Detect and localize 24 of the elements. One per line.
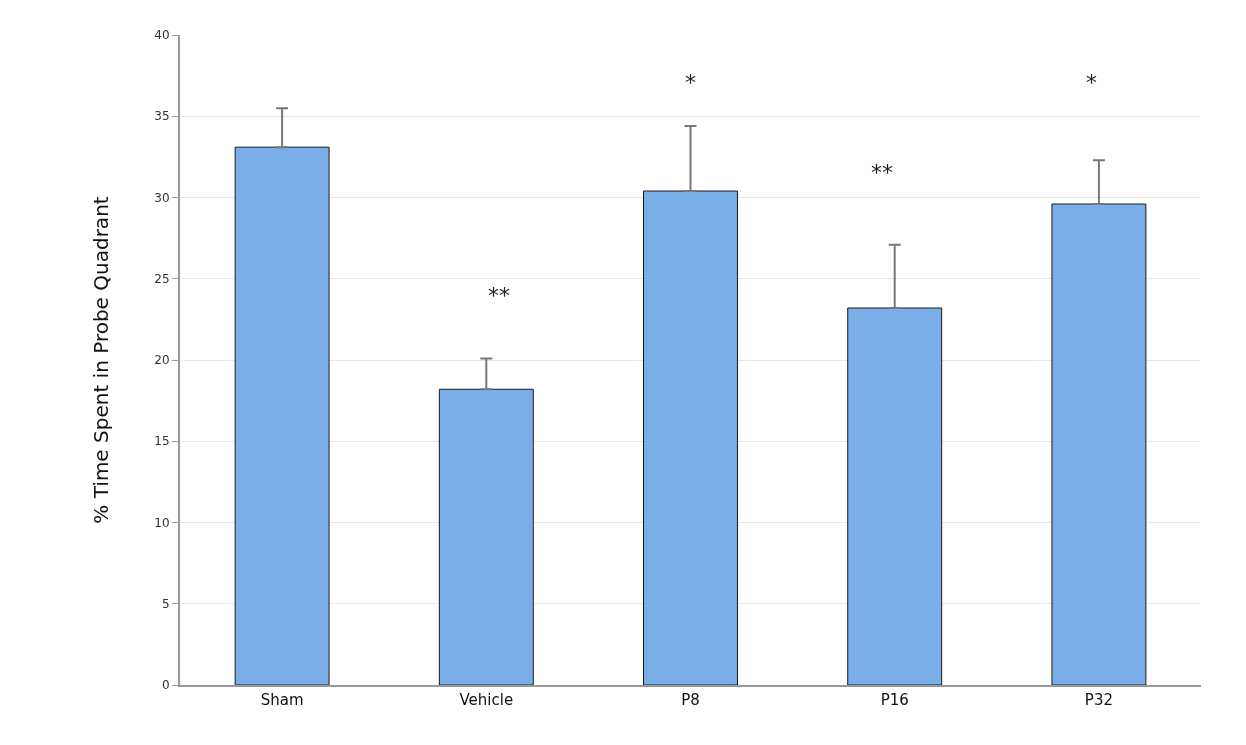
bar (438, 388, 534, 685)
annotation: * (685, 70, 696, 95)
bar (1051, 203, 1147, 685)
x-tick-label: Vehicle (459, 691, 514, 709)
y-tick-label: 25 (154, 271, 170, 286)
x-tick-label: P16 (880, 691, 909, 709)
y-tick-label: 5 (161, 596, 170, 611)
bar (234, 146, 330, 685)
x-tick-label: Sham (260, 691, 304, 709)
y-axis-title: % Time Spent in Probe Quadrant (89, 196, 114, 524)
y-tick-label: 35 (154, 109, 170, 124)
annotation: ** (488, 283, 510, 308)
x-tick-label: P32 (1084, 691, 1113, 709)
y-tick-label: 0 (161, 678, 170, 693)
y-tick-label: 15 (154, 434, 170, 449)
y-tick-label: 10 (154, 515, 170, 530)
y-tick-label: 40 (154, 28, 170, 43)
annotation: ** (871, 160, 893, 185)
y-tick-label: 20 (154, 353, 170, 368)
y-tick-label: 30 (154, 190, 170, 205)
bar (847, 307, 943, 685)
bar (643, 190, 738, 685)
annotation: * (1086, 70, 1097, 95)
x-tick-label: P8 (681, 691, 700, 709)
